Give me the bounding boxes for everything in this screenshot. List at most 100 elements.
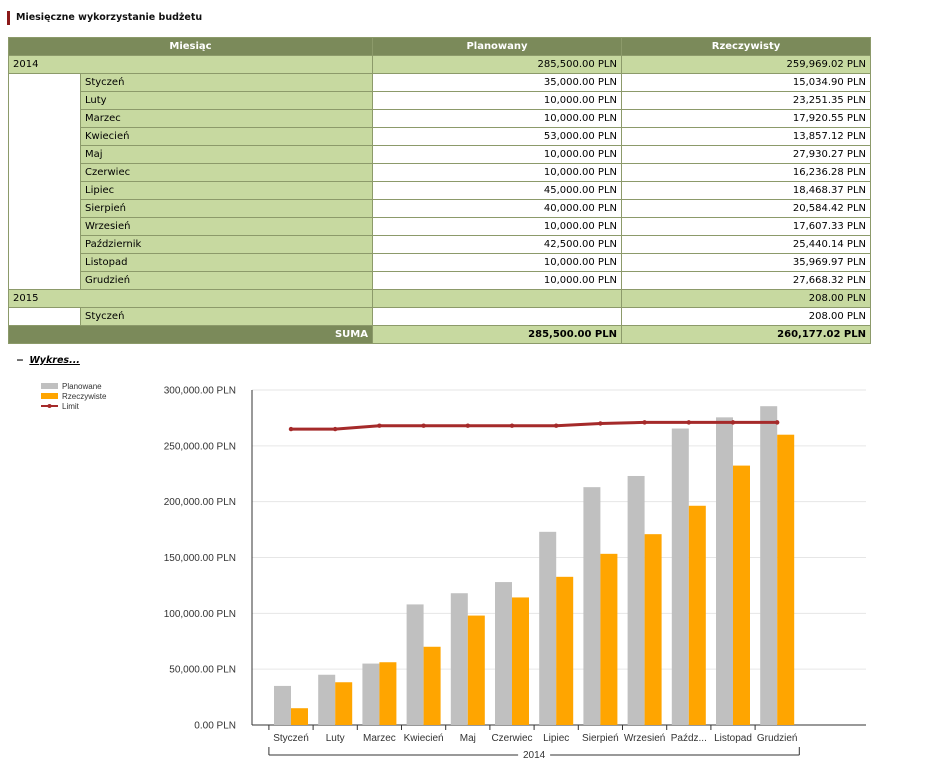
table-row: Styczeń 208.00 PLN [8, 307, 871, 326]
indent-cell [8, 73, 81, 290]
year-cell[interactable]: 2014 [8, 55, 373, 74]
year-actual-cell: 259,969.02 PLN [621, 55, 871, 74]
legend-label: Limit [62, 402, 80, 411]
bar-planowane [318, 674, 336, 725]
limit-point [465, 423, 470, 428]
bar-planowane [583, 487, 601, 725]
bar-planowane [495, 582, 512, 725]
month-cell[interactable]: Styczeń [80, 307, 373, 326]
actual-cell: 35,969.97 PLN [621, 253, 871, 272]
column-header-planned[interactable]: Planowany [372, 37, 622, 56]
sum-planned: 285,500.00 PLN [372, 325, 622, 344]
legend-label: Rzeczywiste [62, 392, 107, 401]
x-tick-label: Listopad [714, 733, 752, 744]
year-row: 2015 208.00 PLN [8, 289, 871, 308]
year-planned-cell: 285,500.00 PLN [372, 55, 622, 74]
bar-planowane [406, 604, 424, 725]
legend-swatch-rzeczywiste [41, 393, 58, 399]
budget-chart: 0.00 PLN 50,000.00 PLN 100,000.00 PLN 150,0… [41, 382, 866, 761]
table-row: Listopad 10,000.00 PLN 35,969.97 PLN [9, 253, 871, 272]
limit-point [686, 420, 691, 425]
month-cell[interactable]: Lipiec [80, 181, 373, 200]
limit-point [377, 423, 382, 428]
month-cell[interactable]: Luty [80, 91, 373, 110]
year-cell[interactable]: 2015 [8, 289, 373, 308]
bar-rzeczywiste [467, 615, 485, 725]
limit-line [291, 420, 778, 431]
indent-cell [8, 307, 81, 326]
actual-cell: 17,607.33 PLN [621, 217, 871, 236]
bar-planowane [362, 663, 380, 725]
bar-rzeczywiste [600, 553, 618, 725]
legend-swatch-planowane [41, 383, 58, 389]
table-header-row: Miesiąc Planowany Rzeczywisty [8, 37, 871, 56]
chart-toggle-link[interactable]: Wykres... [29, 355, 80, 366]
planned-cell: 10,000.00 PLN [372, 217, 622, 236]
planned-cell: 42,500.00 PLN [372, 235, 622, 254]
bar-rzeczywiste [291, 708, 308, 725]
bar-rzeczywiste [688, 505, 706, 725]
limit-point [642, 420, 647, 425]
planned-cell: 10,000.00 PLN [372, 163, 622, 182]
x-tick-label: Lipiec [543, 733, 569, 744]
x-tick-label: Luty [326, 733, 345, 744]
month-cell[interactable]: Kwiecień [80, 127, 373, 146]
table-row: Lipiec 45,000.00 PLN 18,468.37 PLN [9, 181, 871, 200]
actual-cell: 27,668.32 PLN [621, 271, 871, 290]
x-tick-label: Paźdz... [671, 733, 707, 744]
planned-cell: 10,000.00 PLN [372, 253, 622, 272]
month-cell[interactable]: Październik [80, 235, 373, 254]
y-tick-label: 0.00 PLN [194, 721, 236, 732]
table-row: Wrzesień 10,000.00 PLN 17,607.33 PLN [9, 217, 871, 236]
table-row: Czerwiec 10,000.00 PLN 16,236.28 PLN [9, 163, 871, 182]
month-cell[interactable]: Maj [80, 145, 373, 164]
planned-cell: 10,000.00 PLN [372, 271, 622, 290]
limit-point [509, 423, 515, 428]
month-cell[interactable]: Wrzesień [80, 217, 373, 236]
planned-cell: 10,000.00 PLN [372, 145, 622, 164]
actual-cell: 27,930.27 PLN [621, 145, 871, 164]
limit-point [421, 423, 426, 428]
sum-row: SUMA 285,500.00 PLN 260,177.02 PLN [8, 325, 871, 344]
y-tick-label: 50,000.00 PLN [169, 665, 236, 676]
page-title: Miesięczne wykorzystanie budżetu [7, 11, 202, 25]
sum-label: SUMA [8, 325, 373, 344]
bar-rzeczywiste [644, 534, 662, 725]
column-header-actual[interactable]: Rzeczywisty [621, 37, 871, 56]
minus-icon[interactable]: − [16, 355, 24, 366]
month-cell[interactable]: Marzec [80, 109, 373, 128]
table-row: Październik 42,500.00 PLN 25,440.14 PLN [9, 235, 871, 254]
table-body: 2014 285,500.00 PLN 259,969.02 PLN Styczeń 3… [8, 55, 871, 344]
x-tick-label: Wrzesień [624, 733, 666, 744]
table-row: Luty 10,000.00 PLN 23,251.35 PLN [9, 91, 871, 110]
bar-planowane [627, 475, 645, 725]
y-tick-label: 150,000.00 PLN [164, 553, 236, 564]
column-header-month[interactable]: Miesiąc [8, 37, 373, 56]
x-tick-label: Maj [460, 733, 476, 744]
table-row: Kwiecień 53,000.00 PLN 13,857.12 PLN [9, 127, 871, 146]
planned-cell [372, 307, 622, 326]
bar-planowane [539, 531, 557, 725]
limit-point [598, 421, 603, 426]
bar-rzeczywiste [556, 576, 574, 725]
year-planned-cell [372, 289, 622, 308]
y-tick-label: 100,000.00 PLN [164, 609, 236, 620]
month-cell[interactable]: Styczeń [80, 73, 373, 92]
group-label: 2014 [523, 750, 546, 761]
chart-toggle[interactable]: − Wykres... [16, 355, 80, 366]
actual-cell: 13,857.12 PLN [621, 127, 871, 146]
month-cell[interactable]: Czerwiec [80, 163, 373, 182]
actual-cell: 208.00 PLN [621, 307, 871, 326]
budget-table: Miesiąc Planowany Rzeczywisty 2014 285,50… [8, 37, 871, 344]
month-cell[interactable]: Sierpień [80, 199, 373, 218]
month-cell[interactable]: Grudzień [80, 271, 373, 290]
planned-cell: 10,000.00 PLN [372, 91, 622, 110]
limit-point [730, 420, 736, 425]
bar-planowane [760, 406, 778, 725]
planned-cell: 45,000.00 PLN [372, 181, 622, 200]
sum-actual: 260,177.02 PLN [621, 325, 871, 344]
planned-cell: 53,000.00 PLN [372, 127, 622, 146]
table-row: Sierpień 40,000.00 PLN 20,584.42 PLN [9, 199, 871, 218]
month-cell[interactable]: Listopad [80, 253, 373, 272]
bar-planowane [716, 417, 733, 725]
